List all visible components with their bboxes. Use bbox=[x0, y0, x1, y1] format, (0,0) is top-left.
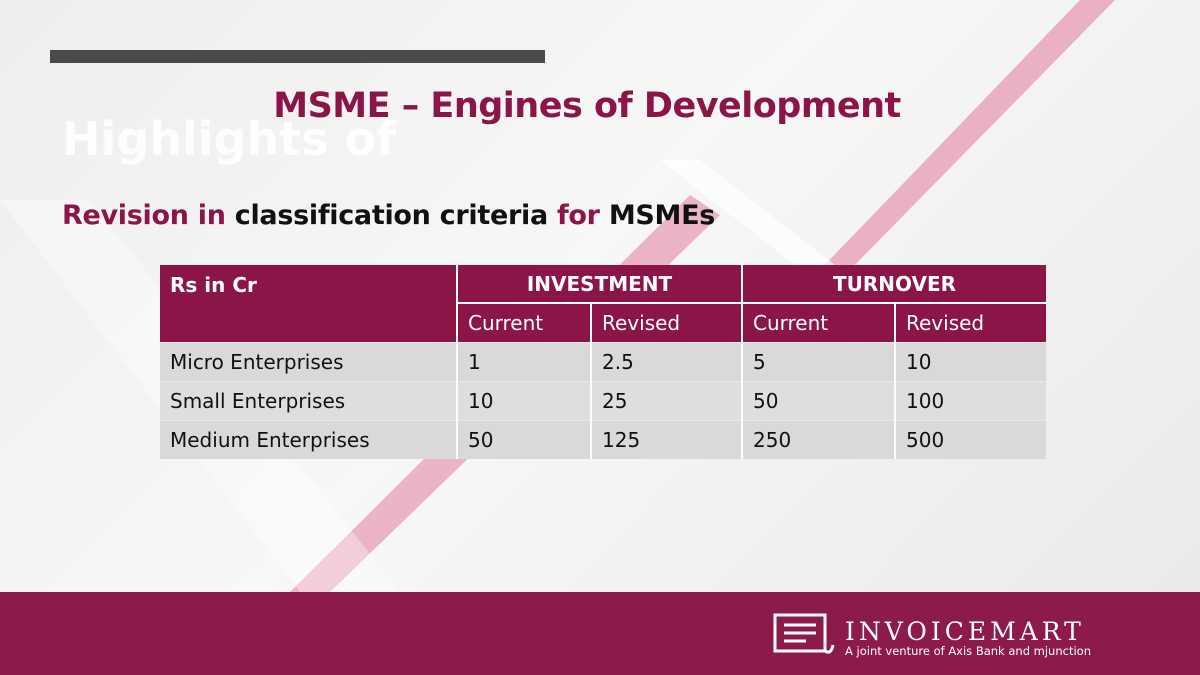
table-row: Medium Enterprises 50 125 250 500 bbox=[160, 420, 1046, 459]
header-cell: TURNOVER bbox=[741, 265, 1046, 303]
header-cell: INVESTMENT bbox=[456, 265, 742, 303]
subtitle: Revision in classification criteria for … bbox=[62, 200, 715, 231]
subtitle-part: MSMEs bbox=[608, 200, 716, 231]
brand-name: INVOICEMART bbox=[845, 617, 1085, 646]
criteria-table: Rs in Cr INVESTMENT TURNOVER Current Rev… bbox=[160, 265, 1046, 459]
value-cell: 125 bbox=[590, 420, 742, 459]
value-cell: 10 bbox=[894, 342, 1046, 382]
table-row: Small Enterprises 10 25 50 100 bbox=[160, 381, 1046, 421]
table-body: Micro Enterprises 1 2.5 5 10 Small Enterprise… bbox=[160, 342, 1046, 459]
top-bar bbox=[50, 50, 545, 63]
row-label: Micro Enterprises bbox=[160, 342, 457, 382]
value-cell: 50 bbox=[741, 381, 895, 421]
header-cell: Current bbox=[741, 302, 895, 343]
value-cell: 500 bbox=[894, 420, 1046, 459]
value-cell: 2.5 bbox=[590, 342, 742, 382]
table-row: Micro Enterprises 1 2.5 5 10 bbox=[160, 342, 1046, 382]
header-cell: Current bbox=[456, 302, 591, 343]
ghost-heading: Highlights of bbox=[62, 112, 397, 166]
subtitle-part: classification criteria bbox=[234, 200, 548, 231]
value-cell: 50 bbox=[456, 420, 591, 459]
brand-tagline: A joint venture of Axis Bank and mjuncti… bbox=[845, 644, 1091, 658]
header-cell: Rs in Cr bbox=[160, 265, 457, 343]
value-cell: 1 bbox=[456, 342, 591, 382]
header-cell: Revised bbox=[894, 302, 1046, 343]
subtitle-part: Revision in bbox=[62, 200, 226, 231]
row-label: Small Enterprises bbox=[160, 381, 457, 421]
logo-icon bbox=[773, 613, 835, 654]
subtitle-part: for bbox=[556, 200, 600, 231]
footer-band bbox=[0, 592, 1200, 675]
row-label: Medium Enterprises bbox=[160, 420, 457, 459]
slide-title: MSME – Engines of Development bbox=[273, 86, 901, 126]
value-cell: 100 bbox=[894, 381, 1046, 421]
value-cell: 10 bbox=[456, 381, 591, 421]
value-cell: 25 bbox=[590, 381, 742, 421]
value-cell: 250 bbox=[741, 420, 895, 459]
header-cell: Revised bbox=[590, 302, 742, 343]
value-cell: 5 bbox=[741, 342, 895, 382]
